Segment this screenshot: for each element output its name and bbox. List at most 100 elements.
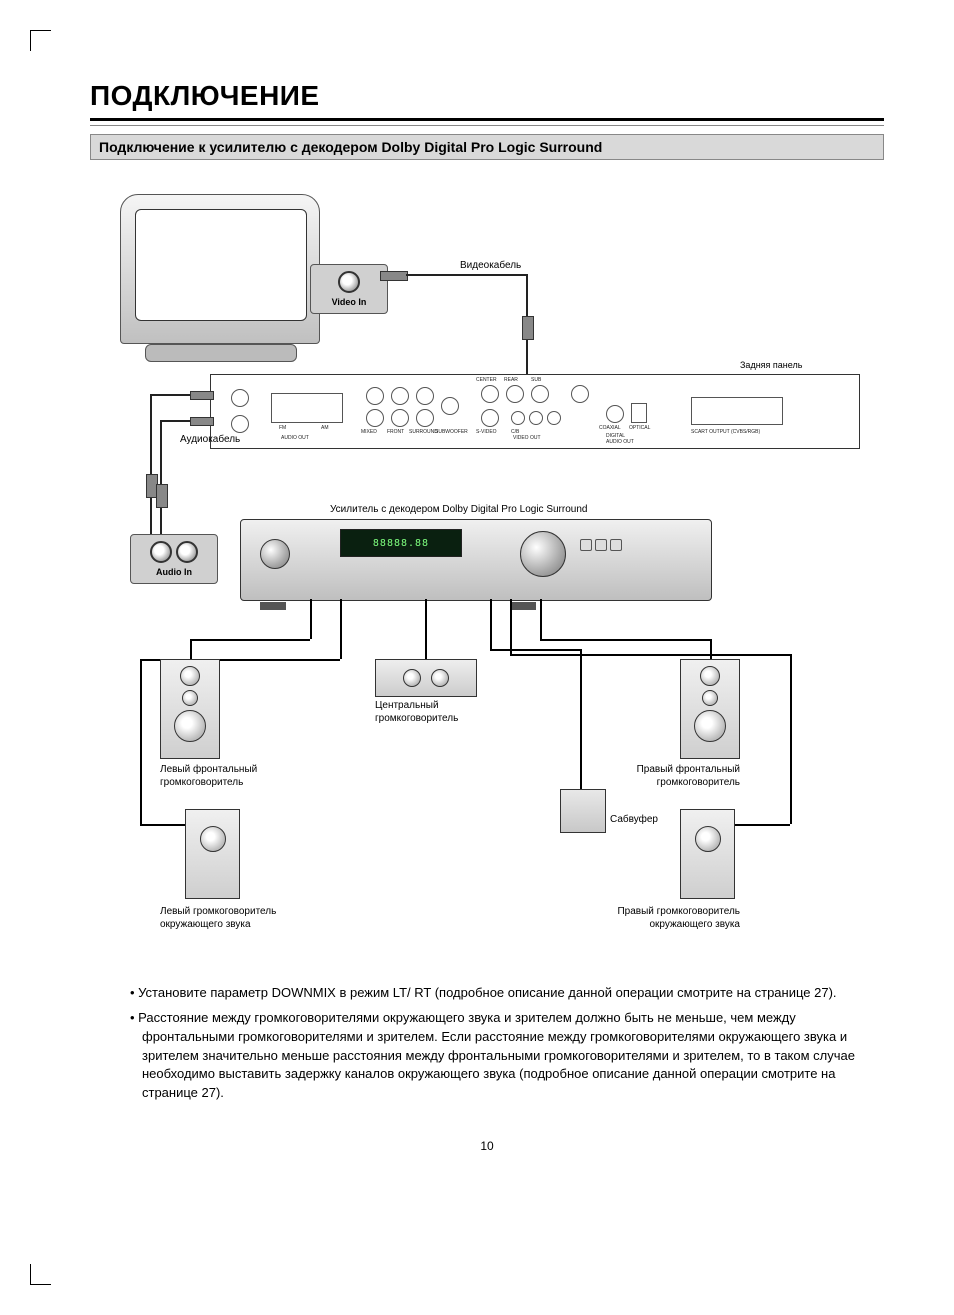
w-sub-v2 (580, 649, 582, 789)
w-ls-v2 (140, 659, 142, 824)
amp-foot-l (260, 602, 286, 610)
speaker-left-surround (185, 809, 240, 899)
w-lf-h (190, 639, 310, 641)
amp-btn-3 (610, 539, 622, 551)
w-rf-v (540, 599, 542, 639)
amplifier-display: 88888.88 (340, 529, 462, 557)
pj-svideo (481, 409, 499, 427)
ac-v2 (160, 420, 162, 544)
pj-center (481, 385, 499, 403)
page-title: ПОДКЛЮЧЕНИЕ (90, 80, 884, 112)
pj-front-t (391, 387, 409, 405)
pj-cb (511, 411, 525, 425)
pj-mixed-t (366, 387, 384, 405)
pj-cr (529, 411, 543, 425)
audio-in-label: Audio In (139, 567, 209, 577)
w-sub-v1 (490, 599, 492, 649)
w-rs-v2 (790, 654, 792, 824)
panel-audio-out: AUDIO OUT (281, 435, 309, 441)
caption-subwoofer: Сабвуфер (610, 814, 658, 827)
callout-video-in: Video In (310, 264, 388, 314)
panel-antenna (271, 393, 343, 423)
speaker-right-surround (680, 809, 735, 899)
pl-scart: SCART OUTPUT (CVBS/RGB) (691, 429, 760, 435)
w-ls-v1 (340, 599, 342, 659)
video-plug-left (380, 271, 408, 281)
pl-rear: REAR (504, 377, 518, 383)
crop-mark-top-left (30, 30, 51, 51)
callout-audio-in: Audio In (130, 534, 218, 584)
notes-list: • Установите параметр DOWNMIX в режим LT… (90, 984, 884, 1103)
amp-main-knob (520, 531, 566, 577)
panel-fm: FM (279, 425, 286, 431)
bullet-1: • Установите параметр DOWNMIX в режим LT… (130, 984, 884, 1003)
bullet-1-text: Установите параметр DOWNMIX в режим LT/ … (138, 985, 836, 1000)
amplifier-body (240, 519, 712, 601)
pj-scart (691, 397, 783, 425)
pl-front: FRONT (387, 429, 404, 435)
caption-right-front: Правый фронтальныйгромкоговоритель (620, 764, 740, 789)
pl-video-out: VIDEO OUT (513, 435, 541, 441)
video-in-label: Video In (319, 297, 379, 307)
pl-surround: SURROUND (409, 429, 438, 435)
pj-mixed-b (366, 409, 384, 427)
video-cable-h (406, 274, 526, 276)
tv-screen (135, 209, 307, 321)
amp-btn-1 (580, 539, 592, 551)
audio-plug-top1 (190, 391, 214, 400)
audio-cable-label: Аудиокабель (180, 434, 240, 445)
w-c-v (425, 599, 427, 659)
pl-optical: OPTICAL (629, 425, 650, 431)
rear-panel-label: Задняя панель (740, 360, 802, 370)
pj-coax (606, 405, 624, 423)
ac-h1 (150, 394, 190, 396)
connection-diagram: Video In Видеокабель Задняя панель FM AM… (90, 174, 884, 974)
bullet-2-text: Расстояние между громкоговорителями окру… (138, 1010, 855, 1100)
pj-surr-b (416, 409, 434, 427)
caption-left-surround: Левый громкоговорительокружающего звука (160, 906, 276, 931)
video-cable-label: Видеокабель (460, 260, 521, 271)
pl-subwoofer: SUBWOOFER (435, 429, 468, 435)
tv-stand (145, 344, 297, 362)
pj-front-b (391, 409, 409, 427)
caption-center: Центральныйгромкоговоритель (375, 700, 458, 725)
pl-coax: COAXIAL (599, 425, 621, 431)
w-rf-v2 (710, 639, 712, 659)
ac-v1 (150, 394, 152, 544)
panel-am: AM (321, 425, 329, 431)
page-number: 10 (90, 1139, 884, 1153)
subwoofer (560, 789, 606, 833)
video-in-jack (338, 271, 360, 293)
w-rs-v1 (510, 599, 512, 654)
caption-left-front: Левый фронтальныйгромкоговоритель (160, 764, 257, 789)
pj-y (547, 411, 561, 425)
speaker-right-front (680, 659, 740, 759)
caption-right-surround: Правый громкоговорительокружающего звука (610, 906, 740, 931)
pl-center: CENTER (476, 377, 497, 383)
bullet-2: • Расстояние между громкоговорителями ок… (130, 1009, 884, 1103)
speaker-left-front (160, 659, 220, 759)
amp-foot-r (510, 602, 536, 610)
pj-sub (441, 397, 459, 415)
pl-mixed: MIXED (361, 429, 377, 435)
pl-svideo: S-VIDEO (476, 429, 497, 435)
audio-in-jack-l (150, 541, 172, 563)
pj-sub2 (531, 385, 549, 403)
pj-rear (506, 385, 524, 403)
video-plug-mid (522, 316, 534, 340)
pl-dao: DIGITALAUDIO OUT (606, 433, 634, 445)
pj-cvbs (571, 385, 589, 403)
speaker-center (375, 659, 477, 697)
audio-in-jack-r (176, 541, 198, 563)
audio-plug-mid2 (156, 484, 168, 508)
w-rs-h (510, 654, 790, 656)
panel-jack-audio-l (231, 389, 249, 407)
panel-jack-audio-r (231, 415, 249, 433)
w-lf-v2 (190, 639, 192, 659)
w-sub-h (490, 649, 580, 651)
amp-caption: Усилитель с декодером Dolby Digital Pro … (330, 504, 587, 515)
crop-mark-bottom-left (30, 1264, 51, 1285)
w-rf-h (540, 639, 710, 641)
pl-sub: SUB (531, 377, 541, 383)
w-lf-v (310, 599, 312, 639)
